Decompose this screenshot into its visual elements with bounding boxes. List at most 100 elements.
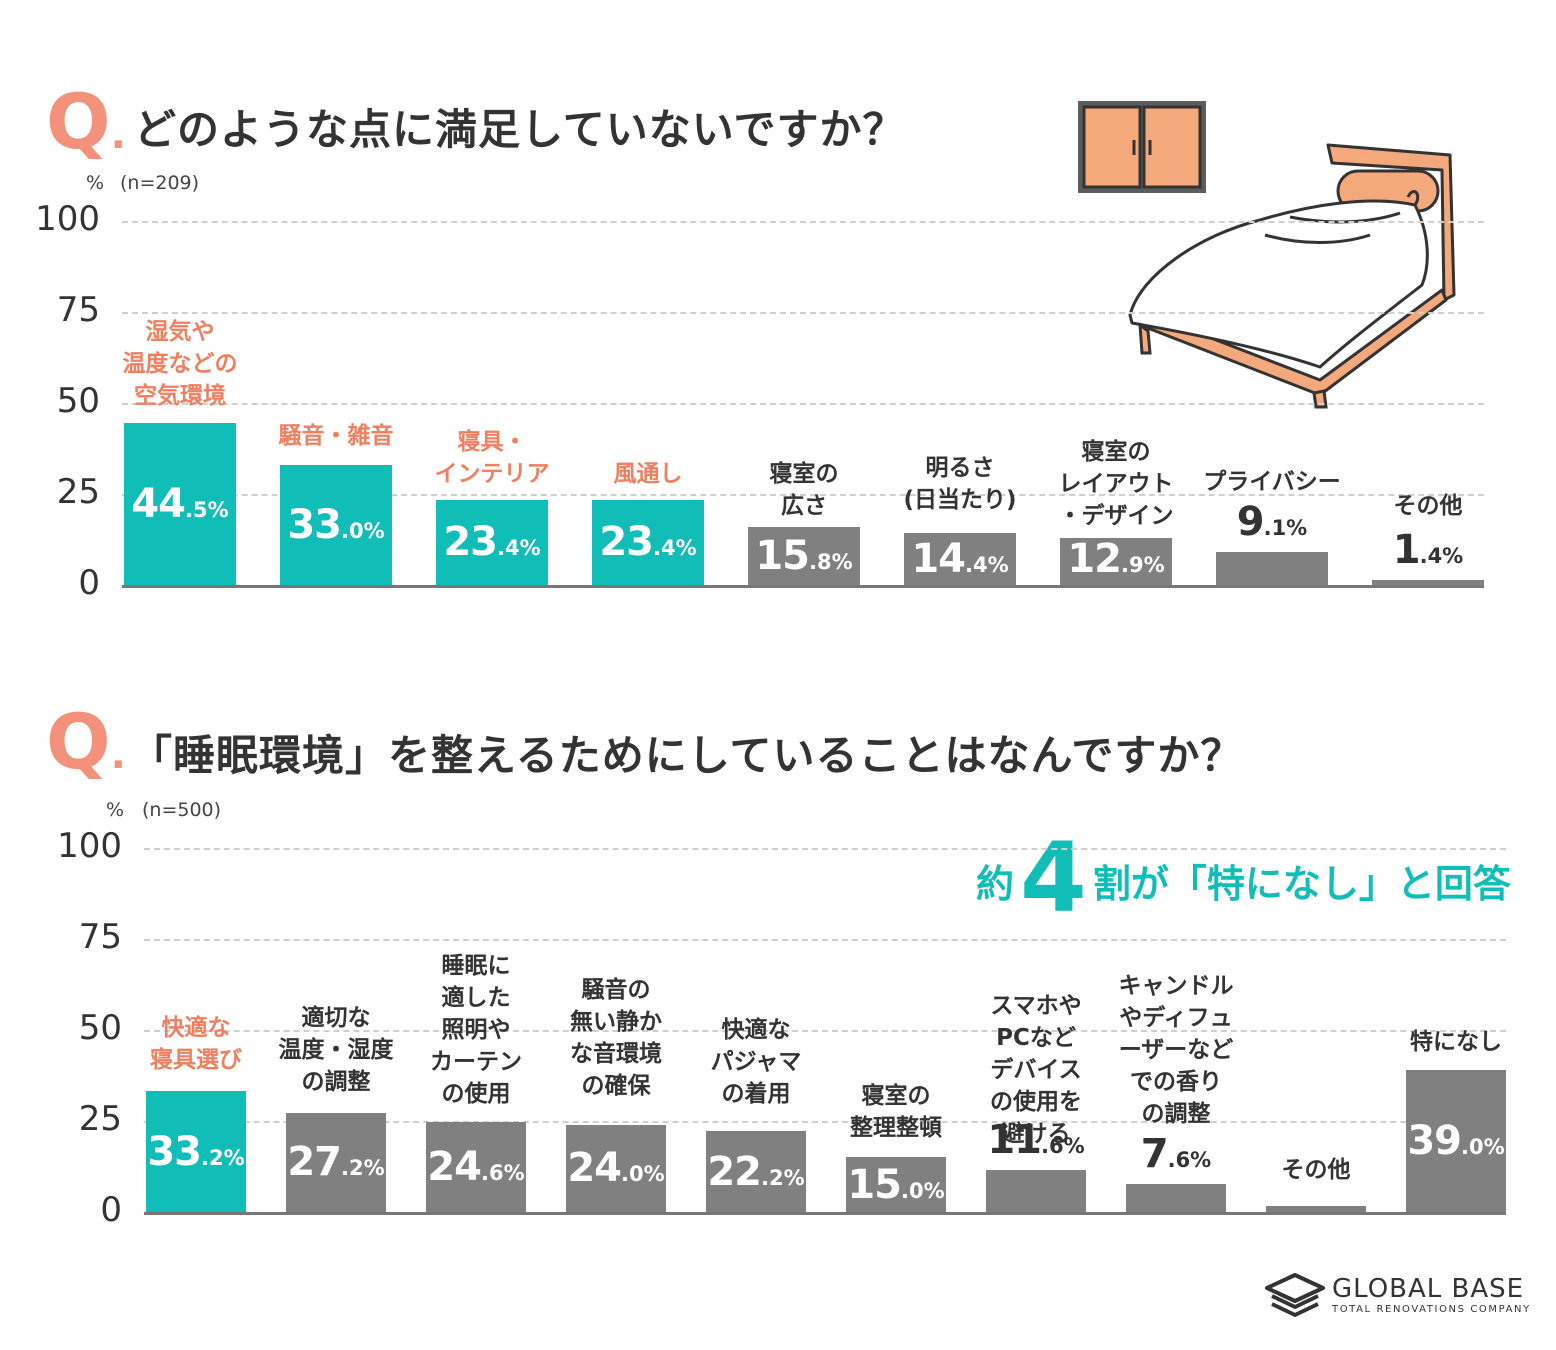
data-label: 1.4% — [1372, 530, 1484, 570]
q-mark-2: Q. — [46, 704, 126, 780]
bar — [1126, 1184, 1226, 1212]
data-label-decimal: .4% — [1419, 543, 1464, 568]
data-label-decimal: .4% — [965, 552, 1009, 577]
category-label: キャンドル やディフュ ーザーなど での香り の調整 — [1118, 973, 1234, 1127]
chart-1-title: どのような点に満足していないですか？ — [134, 105, 906, 154]
category-label: プライバシー — [1203, 469, 1341, 495]
data-label-decimal: .0% — [901, 1178, 945, 1203]
data-label: 23.4% — [592, 522, 704, 562]
bar — [1372, 579, 1484, 585]
data-label: 39.0% — [1406, 1121, 1506, 1161]
category-label: 特になし — [1410, 1029, 1502, 1055]
data-label: 33.0% — [280, 505, 392, 545]
category-label: 寝室の 広さ — [769, 461, 839, 519]
bar — [986, 1169, 1086, 1212]
bar — [1060, 538, 1172, 585]
data-label-decimal: .2% — [761, 1165, 805, 1190]
data-label: 27.2% — [286, 1142, 386, 1182]
chart-1-unit: % — [86, 172, 105, 194]
data-label: 15.0% — [846, 1165, 946, 1205]
data-label: 23.4% — [436, 522, 548, 562]
data-label-integer: 27 — [287, 1139, 342, 1186]
y-tick-label: 25 — [56, 472, 100, 512]
data-label-integer: 14 — [911, 535, 966, 582]
bedroom-illustration — [1078, 101, 1456, 409]
gridline — [122, 221, 1484, 223]
category-label: その他 — [1393, 493, 1463, 519]
q-letter: Q — [46, 697, 111, 786]
data-label-integer: 33 — [147, 1128, 202, 1175]
y-tick-label: 100 — [35, 199, 100, 239]
data-label: 24.6% — [426, 1147, 526, 1187]
x-axis-baseline — [122, 585, 1484, 588]
chart-1-sample: (n=209) — [120, 172, 200, 194]
q-dot: . — [110, 112, 126, 158]
bar — [436, 499, 548, 585]
y-tick-label: 0 — [78, 563, 100, 603]
gridline — [144, 939, 1506, 941]
bar — [566, 1124, 666, 1212]
data-label-integer: 9 — [1236, 498, 1265, 545]
y-tick-label: 50 — [78, 1008, 122, 1048]
logo-tagline: TOTAL RENOVATIONS COMPANY — [1332, 1304, 1531, 1315]
data-label-decimal: .1% — [1263, 515, 1308, 540]
data-label-decimal: .5% — [185, 498, 229, 522]
data-label-integer: 11 — [987, 1116, 1042, 1163]
data-label-integer: 39 — [1407, 1118, 1462, 1165]
bar — [706, 1131, 806, 1212]
data-label-decimal: .0% — [341, 518, 385, 543]
data-label-decimal: .6% — [481, 1161, 525, 1186]
category-label: 適切な 温度・湿度 の調整 — [278, 1005, 394, 1095]
chart-2-unit: % — [106, 799, 125, 821]
y-tick-label: 75 — [78, 917, 122, 957]
bar — [1406, 1070, 1506, 1212]
data-label: 12.9% — [1060, 539, 1172, 579]
data-label-decimal: .6% — [1041, 1133, 1085, 1158]
category-label: 寝室の 整理整頓 — [850, 1083, 942, 1141]
data-label-integer: 7 — [1140, 1131, 1169, 1178]
category-label: 風通し — [613, 461, 683, 487]
data-label: 7.6% — [1126, 1134, 1226, 1174]
bar — [1216, 551, 1328, 585]
data-label-integer: 23 — [599, 519, 654, 566]
category-label: その他 — [1281, 1157, 1351, 1183]
gridline — [122, 494, 1484, 496]
category-label: 寝具・ インテリア — [434, 429, 550, 487]
q-letter: Q — [46, 77, 111, 166]
category-label: 寝室の レイアウト ・デザイン — [1058, 439, 1174, 529]
data-label: 44.5% — [124, 484, 236, 524]
category-label: 快適な 寝具選び — [150, 1015, 242, 1073]
y-tick-label: 75 — [56, 290, 100, 330]
gridline — [144, 1121, 1506, 1123]
data-label: 33.2% — [146, 1132, 246, 1172]
headline-annotation: 約4 割が「特になし」と回答 — [976, 830, 1511, 926]
data-label-integer: 1 — [1392, 526, 1421, 573]
headline-number: 4 — [1020, 822, 1087, 934]
category-label: スマホや PCなど デバイス の使用を 避ける — [990, 993, 1082, 1147]
headline-prefix: 約 — [976, 862, 1015, 906]
q-dot: . — [110, 732, 126, 778]
bar — [592, 499, 704, 585]
category-label: 騒音・雑音 — [278, 423, 394, 449]
chart-2-sample: (n=500) — [142, 799, 222, 821]
data-label-integer: 33 — [287, 501, 342, 548]
data-label-decimal: .0% — [621, 1162, 665, 1187]
bar — [904, 532, 1016, 585]
y-tick-label: 0 — [100, 1190, 122, 1230]
y-tick-label: 100 — [57, 826, 122, 866]
bar — [146, 1091, 246, 1212]
category-label: 湿気や 温度などの 空気環境 — [122, 319, 238, 409]
data-label-decimal: .0% — [1461, 1135, 1505, 1160]
category-label: 快適な パジャマ の着用 — [710, 1017, 802, 1107]
gridline — [122, 403, 1484, 405]
data-label-decimal: .8% — [809, 550, 853, 575]
bar — [280, 464, 392, 585]
category-label: 睡眠に 適した 照明や カーテン の使用 — [430, 953, 522, 1107]
data-label: 15.8% — [748, 536, 860, 576]
data-label-decimal: .2% — [341, 1156, 385, 1181]
data-label: 14.4% — [904, 539, 1016, 579]
bar — [846, 1157, 946, 1212]
y-tick-label: 50 — [56, 381, 100, 421]
chart-2-title: 「睡眠環境」を整えるためにしていることはなんですか？ — [130, 731, 1244, 780]
data-label-integer: 23 — [443, 519, 498, 566]
